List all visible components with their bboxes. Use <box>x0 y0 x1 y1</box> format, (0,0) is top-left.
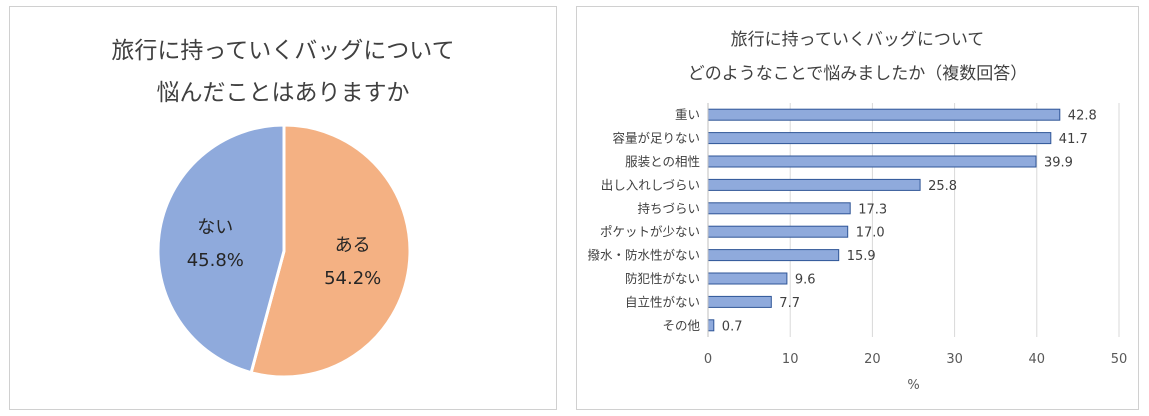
bar-title-line-1: 旅行に持っていくバッグについて <box>730 30 985 50</box>
bar-2 <box>707 155 1037 168</box>
bar-3 <box>707 178 921 191</box>
pie-chart: ある 54.2% ない 45.8% <box>156 123 412 379</box>
value-label-0: 42.8 <box>1068 109 1097 124</box>
value-label-3: 25.8 <box>928 179 957 194</box>
x-tick-label-4: 40 <box>1029 352 1046 367</box>
value-label-5: 17.0 <box>856 226 885 241</box>
bar-chart: 0 10 20 30 40 50% 重い 42.8 容量が足りない 41.7 服装との相性 39.9 出… <box>587 103 1128 393</box>
category-label-5: ポケットが少ない <box>600 224 700 239</box>
value-label-2: 39.9 <box>1044 156 1073 171</box>
bar-title-line-2: どのようなことで悩みましたか（複数回答） <box>687 64 1028 84</box>
pie-chart-panel: 旅行に持っていくバッグについて 悩んだことはありますか ある 54.2% ない 45.… <box>9 6 557 410</box>
value-label-9: 0.7 <box>722 319 743 334</box>
bar-9 <box>707 319 715 332</box>
bar-chart-panel: 旅行に持っていくバッグについて どのようなことで悩みましたか（複数回答） 0 10… <box>576 6 1139 410</box>
value-label-4: 17.3 <box>858 202 887 217</box>
pie-slice-label-0: ある <box>335 235 371 256</box>
value-label-7: 9.6 <box>795 273 816 288</box>
category-label-1: 容量が足りない <box>612 131 700 146</box>
category-label-9: その他 <box>662 318 700 333</box>
pie-slice-value-1: 45.8% <box>187 250 244 271</box>
x-axis-label: % <box>907 378 919 393</box>
bar-7 <box>707 272 788 285</box>
pie-title-line-2: 悩んだことはありますか <box>156 80 410 106</box>
category-label-0: 重い <box>675 107 700 122</box>
category-label-4: 持ちづらい <box>637 201 700 216</box>
bar-5 <box>707 225 849 238</box>
pie-slice-1 <box>156 123 286 375</box>
bar-0 <box>707 108 1061 121</box>
value-label-8: 7.7 <box>779 296 800 311</box>
bar-8 <box>707 295 772 308</box>
pie-slice-value-0: 54.2% <box>324 268 381 289</box>
bar-1 <box>707 132 1052 145</box>
value-label-1: 41.7 <box>1059 132 1088 147</box>
category-label-3: 出し入れしづらい <box>601 177 700 192</box>
category-label-8: 自立性がない <box>625 294 700 309</box>
bar-6 <box>707 249 840 262</box>
category-label-2: 服装との相性 <box>625 154 700 169</box>
x-tick-label-1: 10 <box>782 352 799 367</box>
x-tick-label-3: 30 <box>946 352 963 367</box>
x-tick-label-0: 0 <box>704 352 712 367</box>
pie-slice-0 <box>249 123 412 379</box>
category-label-7: 防犯性がない <box>625 271 700 286</box>
x-tick-label-5: 50 <box>1111 352 1128 367</box>
value-label-6: 15.9 <box>847 249 876 264</box>
bar-4 <box>707 202 851 215</box>
x-tick-label-2: 20 <box>864 352 881 367</box>
pie-slice-label-1: ない <box>197 217 233 238</box>
category-label-6: 撥水・防水性がない <box>587 248 700 263</box>
pie-title-line-1: 旅行に持っていくバッグについて <box>111 38 455 64</box>
